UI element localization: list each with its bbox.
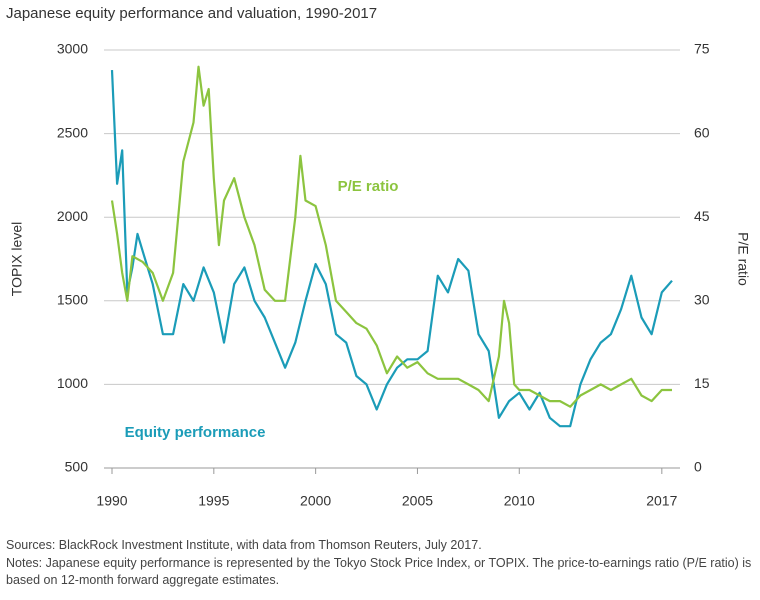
source: Sources: BlackRock Investment Institute,… (6, 538, 482, 552)
y2-tick-label: 45 (694, 208, 710, 224)
line (110, 70, 673, 428)
x-tick-label: 1990 (96, 493, 127, 509)
y2-tick-label: 60 (694, 124, 710, 140)
series-label: P/E ratio (338, 178, 399, 195)
x-tick-label: 1995 (198, 493, 229, 509)
y2-tick-label: 30 (694, 292, 710, 308)
x-tick-label: 2010 (504, 493, 535, 509)
chart-title: Japanese equity performance and valuatio… (6, 5, 377, 22)
series-label: Equity performance (125, 424, 266, 441)
y-tick-label: 3000 (57, 41, 88, 57)
y-tick-label: 1000 (57, 375, 88, 391)
y2-tick-label: 0 (694, 459, 702, 475)
line (110, 65, 672, 408)
y-tick-label: 2000 (57, 208, 88, 224)
x-tick-label: 2017 (646, 493, 677, 509)
y-axis-label: TOPIX level (9, 222, 25, 296)
y2-tick-label: 15 (694, 375, 710, 391)
x-tick-label: 2005 (402, 493, 433, 509)
y2-tick-label: 75 (694, 41, 710, 57)
y-tick-label: 2500 (57, 124, 88, 140)
chart: Japanese equity performance and valuatio… (6, 5, 751, 509)
x-tick-label: 2000 (300, 493, 331, 509)
y2-axis-label: P/E ratio (735, 232, 751, 286)
y-tick-label: 500 (65, 459, 89, 475)
notes: Notes: Japanese equity performance is re… (6, 556, 752, 587)
y-tick-label: 1500 (57, 292, 88, 308)
